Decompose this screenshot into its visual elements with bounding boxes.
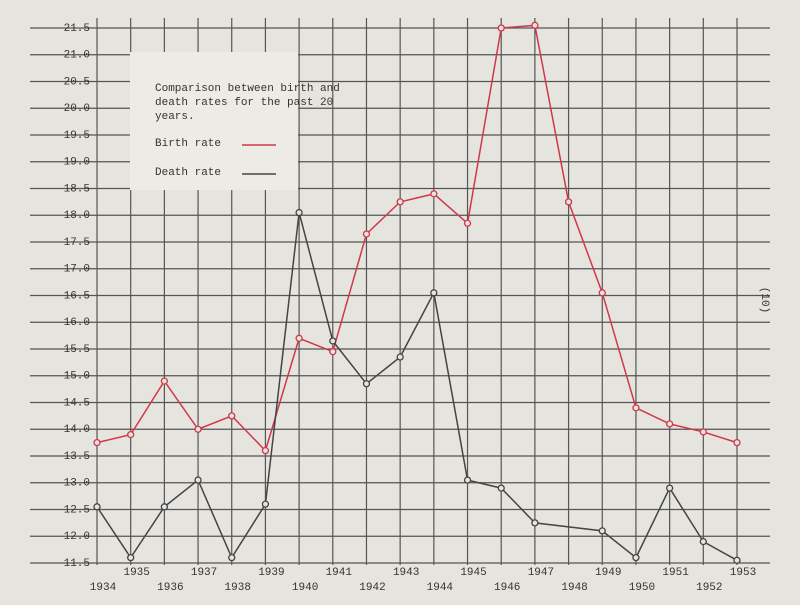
y-tick-label: 16.0 [64, 317, 90, 329]
x-tick-label: 1946 [494, 582, 520, 594]
y-tick-label: 16.5 [64, 290, 90, 302]
x-tick-label: 1939 [258, 567, 284, 579]
data-point [194, 425, 202, 433]
data-point [228, 412, 236, 420]
x-tick-label: 1951 [662, 567, 689, 579]
data-point [598, 527, 606, 535]
x-tick-label: 1937 [191, 567, 217, 579]
legend-title: Comparison between birth and death rates … [155, 83, 340, 123]
data-point [632, 554, 640, 562]
data-point [93, 503, 101, 511]
x-tick-label: 1944 [427, 582, 454, 594]
x-tick-label: 1945 [460, 567, 486, 579]
y-tick-label: 13.5 [64, 451, 90, 463]
data-point [261, 500, 270, 508]
x-tick-label: 1941 [326, 567, 353, 579]
data-point [531, 519, 539, 527]
data-point [329, 348, 337, 356]
data-point [396, 353, 404, 361]
series-line [96, 24, 738, 453]
legend-label: Death rate [155, 167, 221, 179]
x-tick-label: 1935 [123, 567, 149, 579]
y-tick-label: 19.5 [64, 130, 90, 142]
data-point [497, 24, 505, 32]
data-point [699, 428, 707, 436]
x-tick-label: 1940 [292, 582, 318, 594]
data-point [632, 404, 640, 412]
data-point [531, 21, 539, 29]
data-point [497, 484, 505, 492]
x-tick-label: 1949 [595, 567, 621, 579]
x-tick-label: 1952 [696, 582, 722, 594]
x-tick-label: 1936 [157, 582, 183, 594]
data-point [463, 476, 472, 484]
y-tick-label: 12.5 [64, 504, 90, 516]
y-tick-label: 14.5 [64, 397, 90, 409]
y-tick-label: 19.0 [64, 157, 90, 169]
legend-box [130, 52, 298, 190]
x-tick-label: 1948 [561, 582, 587, 594]
x-tick-label: 1953 [730, 567, 756, 579]
data-point [194, 476, 202, 484]
y-tick-label: 20.0 [64, 103, 90, 115]
data-point [665, 420, 674, 428]
y-tick-label: 18.0 [64, 210, 90, 222]
data-point [564, 198, 573, 206]
page-number: (10) [758, 287, 770, 313]
data-point [261, 446, 270, 455]
data-point [598, 289, 606, 297]
data-point [362, 230, 371, 238]
data-point [295, 208, 303, 217]
x-tick-label: 1943 [393, 567, 419, 579]
data-point [329, 337, 337, 345]
y-tick-label: 11.5 [64, 558, 90, 570]
data-point [430, 190, 438, 198]
data-point [430, 289, 438, 297]
data-point [362, 380, 371, 388]
y-tick-label: 15.0 [64, 371, 90, 383]
data-point [127, 430, 135, 439]
y-tick-label: 17.5 [64, 237, 90, 249]
y-tick-label: 12.0 [64, 531, 90, 543]
y-tick-label: 13.0 [64, 478, 90, 490]
data-point [733, 438, 741, 447]
y-tick-label: 18.5 [64, 183, 90, 195]
y-tick-label: 20.5 [64, 76, 90, 88]
data-point [295, 334, 303, 342]
data-point [733, 556, 741, 564]
data-point [93, 438, 101, 447]
data-point [396, 198, 404, 206]
y-tick-label: 15.5 [64, 344, 90, 356]
data-point [160, 377, 169, 385]
data-point [463, 219, 472, 227]
data-point [665, 484, 674, 492]
data-point [699, 537, 707, 546]
x-tick-label: 1938 [225, 582, 251, 594]
data-point [160, 503, 169, 511]
y-tick-label: 17.0 [64, 264, 90, 276]
y-tick-label: 21.0 [64, 50, 90, 62]
x-tick-label: 1934 [90, 582, 117, 594]
data-point [228, 554, 236, 562]
data-point [127, 554, 135, 562]
legend-label: Birth rate [155, 138, 221, 150]
x-tick-label: 1947 [528, 567, 554, 579]
y-tick-label: 14.0 [64, 424, 90, 436]
x-tick-label: 1950 [629, 582, 655, 594]
y-tick-label: 21.5 [64, 23, 90, 35]
x-tick-label: 1942 [359, 582, 385, 594]
